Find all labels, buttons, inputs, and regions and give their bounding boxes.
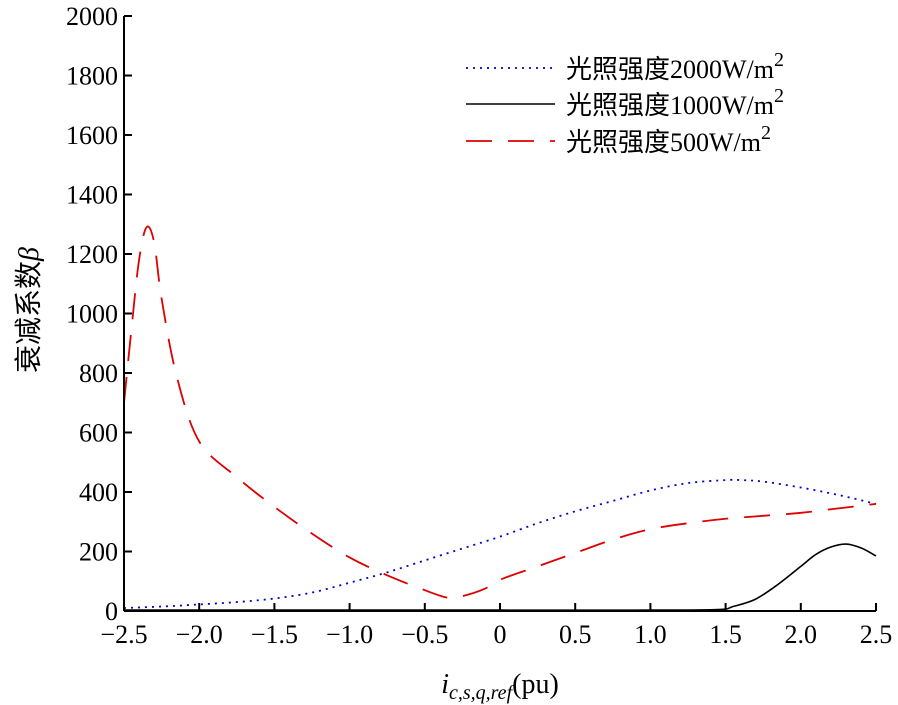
legend-label-1: 光照强度2000W/m2 — [566, 49, 784, 84]
y-tick-label: 2000 — [66, 2, 118, 31]
series-line-3 — [123, 225, 877, 599]
y-axis-label: 衰减系数β — [13, 247, 45, 373]
x-tick-label: 1.5 — [709, 620, 742, 649]
y-tick-label: 0 — [105, 597, 118, 626]
x-tick-label: 2.0 — [785, 620, 818, 649]
y-tick-label: 1400 — [66, 181, 118, 210]
y-tick-label: 600 — [79, 419, 118, 448]
x-tick-label: −1.5 — [251, 620, 298, 649]
series-line-2 — [123, 543, 877, 611]
y-tick-label: 1600 — [66, 121, 118, 150]
x-tick-label: −1.0 — [326, 620, 373, 649]
y-tick-label: 200 — [79, 538, 118, 567]
x-tick-label: 1.0 — [634, 620, 667, 649]
y-tick-label: 400 — [79, 478, 118, 507]
x-tick-label: 0 — [494, 620, 507, 649]
y-tick-label: 1800 — [66, 62, 118, 91]
y-tick-label: 800 — [79, 359, 118, 388]
y-tick-label: 1200 — [66, 240, 118, 269]
series-line-1 — [123, 478, 877, 609]
series-layer — [123, 225, 877, 611]
x-tick-label: 0.5 — [559, 620, 592, 649]
x-tick-label: −2.5 — [100, 620, 147, 649]
y-tick-label: 1000 — [66, 300, 118, 329]
ticks-layer: 0 200 400 600 800 1000 1200 1400 1600 1800 2000 −2.… — [66, 2, 892, 649]
x-axis-label: ic,s,q,ref(pu) — [441, 669, 559, 704]
x-tick-label: 2.5 — [860, 620, 893, 649]
x-tick-label: −2.0 — [176, 620, 223, 649]
x-tick-label: −0.5 — [401, 620, 448, 649]
legend-label-3: 光照强度500W/m2 — [566, 122, 771, 157]
legend-label-2: 光照强度1000W/m2 — [566, 85, 784, 120]
